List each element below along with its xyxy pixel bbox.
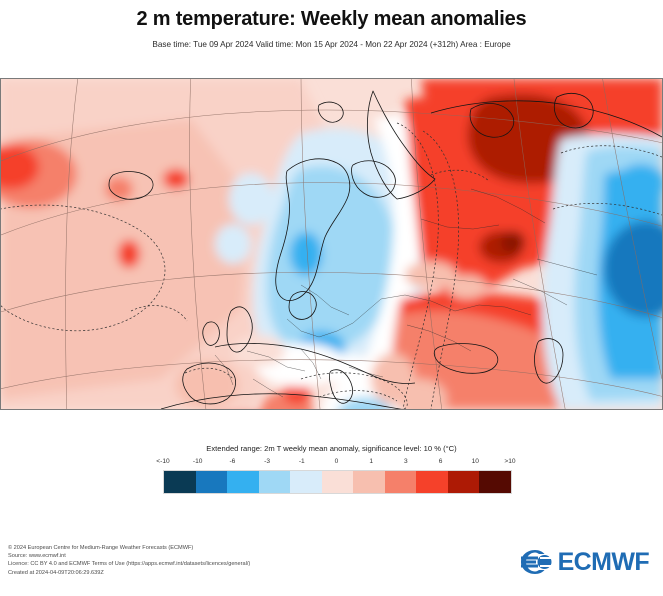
footer-text-block: © 2024 European Centre for Medium-Range … (8, 544, 428, 577)
colorbar-segment-7 (384, 471, 417, 493)
colorbar-segment-1 (195, 471, 228, 493)
colorbar-legend: Extended range: 2m T weekly mean anomaly… (0, 444, 663, 500)
colorbar-segment-2 (227, 471, 259, 493)
chart-header: 2 m temperature: Weekly mean anomalies B… (0, 0, 663, 78)
colorbar (163, 470, 512, 494)
ecmwf-wordmark: ECMWF (557, 548, 650, 576)
colorbar-segment-5 (321, 471, 354, 493)
page-title: 2 m temperature: Weekly mean anomalies (136, 8, 527, 30)
legend-caption: Extended range: 2m T weekly mean anomaly… (206, 444, 457, 453)
ecmwf-swirl-icon (520, 550, 552, 574)
legend-tick-2: -6 (229, 458, 236, 465)
colorbar-segment-3 (258, 471, 291, 493)
map-canvas (1, 79, 662, 409)
colorbar-segment-9 (447, 471, 480, 493)
anomaly-map (0, 78, 663, 410)
footer-line-3: Created at 2024-04-09T20:06:29.639Z (8, 569, 104, 576)
colorbar-segment-10 (479, 471, 512, 493)
colorbar-segment-4 (290, 471, 322, 493)
footer-line-2: Licence: CC BY 4.0 and ECMWF Terms of Us… (8, 561, 251, 568)
legend-tick-labels: <-10 -10 -6 -3 -1 0 1 3 6 10 >10 (156, 458, 515, 470)
legend-tick-5: 0 (334, 458, 339, 465)
significance-contours (1, 122, 662, 409)
legend-tick-10: >10 (504, 458, 516, 465)
colorbar-segment-6 (353, 471, 385, 493)
page-footer: © 2024 European Centre for Medium-Range … (0, 536, 663, 596)
legend-tick-0: <-10 (156, 458, 170, 465)
coastlines (108, 90, 662, 409)
ecmwf-logo: ECMWF (520, 546, 650, 578)
legend-tick-3: -3 (264, 458, 271, 465)
legend-tick-4: -1 (298, 458, 305, 465)
footer-line-1: Source: www.ecmwf.int (8, 553, 66, 560)
footer-line-0: © 2024 European Centre for Medium-Range … (8, 545, 194, 551)
legend-tick-6: 1 (369, 458, 374, 465)
country-borders (214, 188, 598, 398)
legend-tick-1: -10 (192, 458, 203, 465)
graticule (1, 79, 662, 409)
legend-tick-7: 3 (404, 458, 408, 465)
chart-subtitle: Base time: Tue 09 Apr 2024 Valid time: M… (152, 40, 511, 49)
colorbar-segment-0 (164, 471, 196, 493)
legend-tick-9: 10 (471, 458, 479, 465)
colorbar-segment-8 (416, 471, 448, 493)
legend-tick-8: 6 (438, 458, 443, 465)
